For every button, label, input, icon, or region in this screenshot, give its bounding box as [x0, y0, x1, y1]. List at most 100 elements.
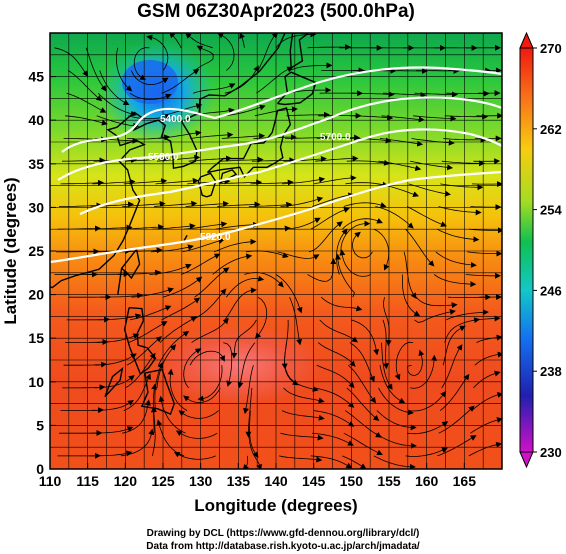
streamline [465, 272, 501, 279]
streamline [221, 132, 266, 139]
streamline [255, 296, 268, 340]
contour-5700 [79, 128, 502, 215]
streamline [180, 253, 221, 275]
lon-tick-label: 130 [189, 473, 213, 489]
colorbar-tick-label: 262 [540, 122, 562, 137]
streamline [443, 136, 487, 143]
streamline [378, 387, 414, 416]
streamline [245, 387, 253, 438]
streamline [411, 138, 455, 146]
streamline [315, 155, 359, 162]
coastline [117, 247, 141, 295]
streamline [312, 192, 355, 207]
colorbar-ramp [519, 47, 534, 453]
streamline [218, 179, 263, 186]
streamline [310, 455, 353, 469]
contour-label-5820: 5820.0 [200, 232, 231, 243]
streamline [95, 353, 137, 366]
streamline [169, 33, 182, 48]
map-plot: 5400.0 5580.0 5700.0 5820.0 [50, 33, 502, 469]
streamline [351, 231, 373, 259]
streamline [348, 364, 377, 404]
streamline [92, 399, 134, 411]
streamline [256, 66, 294, 94]
streamline [349, 114, 394, 121]
streamline [59, 202, 103, 209]
streamline [161, 69, 200, 94]
streamline [251, 157, 296, 164]
streamline [185, 200, 229, 207]
streamline [446, 309, 489, 321]
streamline [89, 450, 133, 457]
y-axis-label: Latitude (degrees) [1, 177, 20, 324]
coastline [197, 172, 217, 198]
streamline [283, 155, 327, 162]
streamline [242, 455, 249, 469]
credit-line-data: Data from http://database.rish.kyoto-u.a… [146, 541, 420, 552]
contour-label-5400: 5400.0 [160, 114, 191, 125]
contour-5400 [61, 66, 502, 153]
lon-tick-label: 145 [302, 473, 326, 489]
lon-tick-label: 110 [39, 473, 62, 489]
streamline [277, 251, 320, 260]
streamline [373, 228, 390, 271]
contour-label-5700: 5700.0 [320, 132, 351, 143]
colorbar-tick-label: 246 [540, 283, 562, 298]
streamline [474, 351, 502, 366]
streamline [150, 406, 157, 456]
streamline [185, 33, 213, 49]
lat-tick-label: 5 [36, 417, 44, 433]
streamline [183, 387, 221, 404]
lon-tick-label: 125 [151, 473, 175, 489]
streamline [281, 176, 326, 185]
streamline [191, 317, 229, 343]
streamline [307, 44, 352, 51]
streamline [275, 274, 303, 314]
longitude-axis: 110 115 120 125 130 135 140 145 150 155 160 165 [39, 463, 476, 489]
streamline [315, 387, 355, 408]
streamline [220, 156, 264, 163]
lat-tick-label: 25 [28, 243, 44, 259]
streamline [407, 421, 449, 435]
streamline [214, 238, 257, 253]
streamline [413, 115, 457, 122]
streamline [167, 368, 188, 411]
streamline [92, 178, 136, 185]
streamline [122, 399, 151, 434]
lat-tick-label: 20 [28, 287, 44, 303]
colorbar-tick-label: 238 [540, 364, 562, 379]
streamline [349, 342, 375, 383]
streamline [373, 455, 416, 469]
lon-tick-label: 150 [340, 473, 364, 489]
streamline [289, 62, 333, 71]
colorbar-tick-label: 270 [540, 41, 562, 56]
streamline [402, 274, 421, 317]
streamline [394, 341, 414, 381]
streamline [414, 91, 458, 98]
streamline [346, 387, 380, 421]
streamline [215, 221, 259, 230]
streamline [343, 432, 383, 455]
streamline [231, 319, 257, 359]
latitude-axis: 0 5 10 15 20 25 30 35 40 45 [28, 69, 56, 477]
chart-title: GSM 06Z30Apr2023 (500.0hPa) [137, 1, 415, 22]
lat-tick-label: 30 [28, 199, 44, 215]
streamline [340, 220, 371, 252]
colorbar-tick-label: 254 [540, 203, 562, 218]
lat-tick-label: 0 [36, 461, 44, 477]
streamline [237, 342, 256, 389]
contour-5580 [57, 96, 502, 181]
streamline [96, 333, 140, 343]
streamline [190, 131, 234, 139]
streamline [133, 47, 150, 81]
streamline [156, 344, 177, 388]
lon-tick-label: 135 [227, 473, 251, 489]
coastline [289, 33, 310, 69]
streamline [96, 115, 140, 129]
streamline [313, 174, 357, 185]
streamline [192, 83, 236, 94]
streamline [120, 428, 155, 457]
streamline [54, 47, 88, 77]
x-axis-label: Longitude (degrees) [194, 496, 357, 515]
streamline [247, 225, 291, 232]
